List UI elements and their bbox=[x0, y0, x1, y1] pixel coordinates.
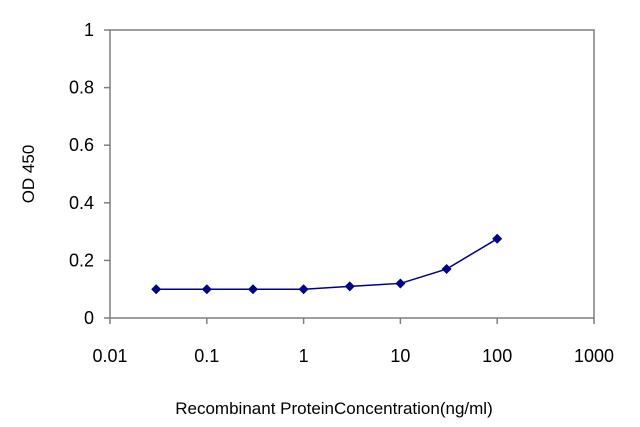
y-axis-ticks: 0 0.2 0.4 0.6 0.8 1 bbox=[69, 20, 110, 328]
data-point bbox=[201, 284, 212, 295]
data-point bbox=[492, 233, 503, 244]
data-point bbox=[247, 284, 258, 295]
y-tick-label: 0.4 bbox=[69, 193, 94, 213]
data-point bbox=[441, 264, 452, 275]
y-tick-label: 0.8 bbox=[69, 78, 94, 98]
plot-area bbox=[109, 29, 595, 319]
data-point bbox=[344, 281, 355, 292]
y-tick-label: 0.2 bbox=[69, 250, 94, 270]
x-tick-label: 1000 bbox=[574, 346, 614, 366]
x-tick-label: 10 bbox=[390, 346, 410, 366]
x-tick-label: 100 bbox=[482, 346, 512, 366]
x-tick-label: 0.01 bbox=[92, 346, 127, 366]
x-axis-ticks: 0.01 0.1 1 10 100 1000 bbox=[92, 318, 614, 366]
y-tick-label: 0.6 bbox=[69, 135, 94, 155]
x-tick-label: 1 bbox=[299, 346, 309, 366]
data-point bbox=[151, 284, 162, 295]
x-tick-label: 0.1 bbox=[194, 346, 219, 366]
series-line bbox=[156, 238, 498, 290]
data-point bbox=[298, 284, 309, 295]
y-axis-label: OD 450 bbox=[19, 145, 38, 204]
y-tick-label: 1 bbox=[84, 20, 94, 40]
series-layer bbox=[151, 233, 503, 295]
data-point bbox=[395, 278, 406, 289]
x-axis-label: Recombinant ProteinConcentration(ng/ml) bbox=[175, 399, 493, 418]
y-tick-label: 0 bbox=[84, 308, 94, 328]
